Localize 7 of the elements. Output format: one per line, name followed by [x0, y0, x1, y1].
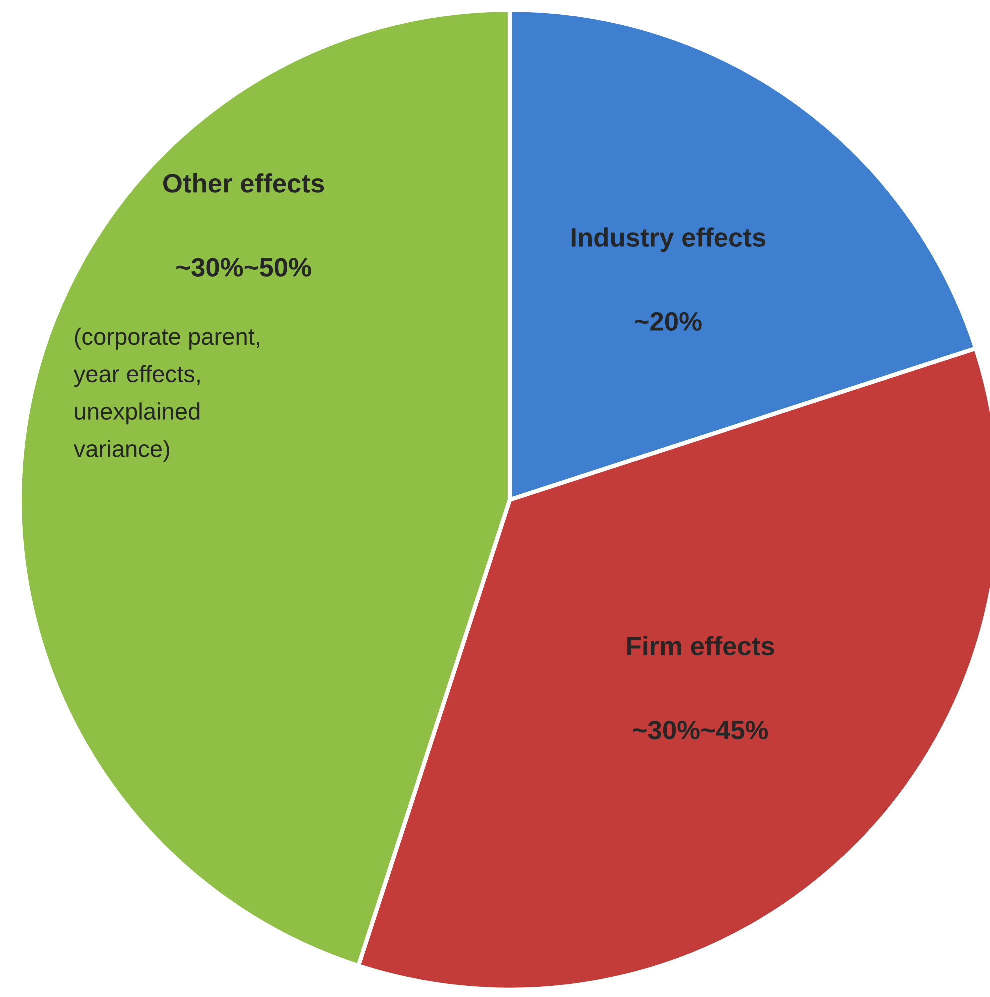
slice-label: Other effects — [164, 174, 324, 193]
text: ~30%~50% — [176, 258, 312, 277]
slice-label: Firm effects — [628, 636, 774, 656]
text: (corporate parent, year effects, unexplained variance) — [74, 328, 260, 462]
slice-label: Industry effects — [572, 228, 766, 252]
text: ~20% — [635, 312, 702, 332]
text: ~30%~45% — [633, 720, 768, 740]
